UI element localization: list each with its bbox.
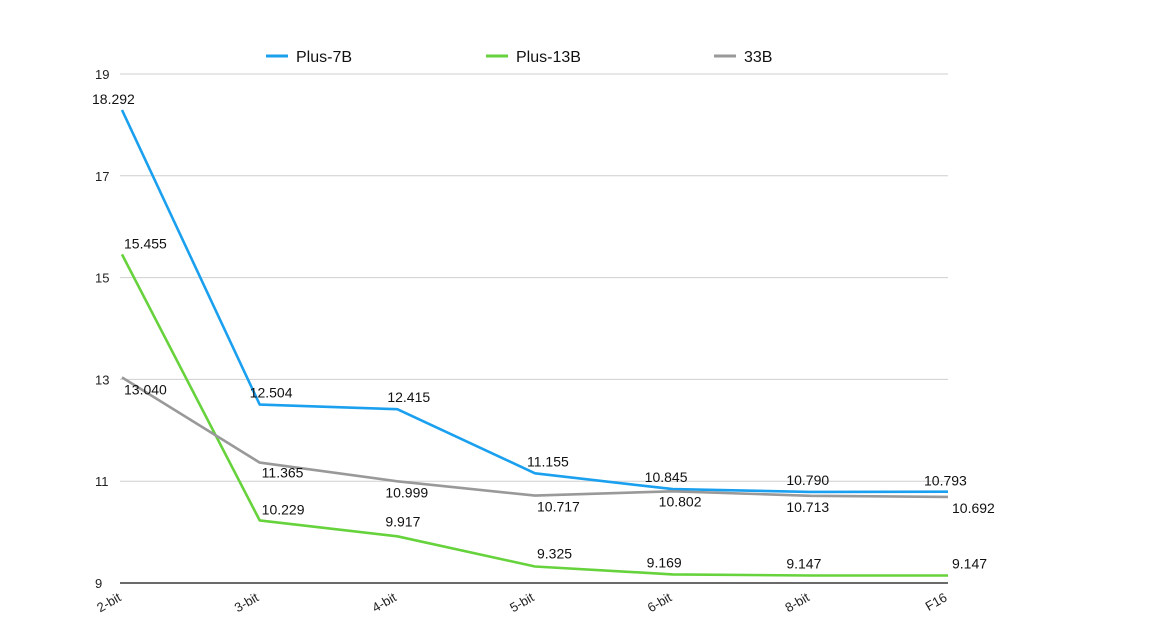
series-line-33b [121, 376, 949, 499]
data-label: 13.040 [124, 381, 167, 397]
legend: Plus-7B Plus-13B 33B [266, 49, 772, 66]
y-axis-ticks: 9 11 13 15 17 19 [95, 67, 109, 591]
y-tick-label: 19 [95, 67, 109, 82]
y-tick-label: 11 [95, 474, 109, 489]
data-label: 9.147 [952, 556, 987, 572]
x-tick-label: F16 [923, 590, 950, 614]
series-line-plus-7b [120, 109, 949, 494]
data-label: 12.415 [387, 389, 430, 405]
y-tick-label: 9 [95, 576, 102, 591]
x-axis-ticks: 2-bit 3-bit 4-bit 5-bit 6-bit 8-bit F16 [94, 589, 949, 615]
data-label: 10.793 [924, 473, 967, 489]
data-label: 11.155 [527, 453, 569, 469]
x-tick-label: 2-bit [94, 589, 124, 615]
data-label: 10.802 [659, 493, 702, 509]
data-label: 11.365 [262, 465, 304, 481]
data-label: 9.169 [647, 554, 682, 570]
data-label: 10.713 [786, 499, 829, 515]
data-label: 10.717 [537, 499, 580, 515]
data-label: 10.229 [262, 501, 305, 517]
data-label: 10.999 [385, 484, 428, 500]
series-line-plus-13b [120, 253, 948, 577]
series-lines [120, 109, 949, 577]
data-label: 9.147 [786, 556, 821, 572]
x-tick-label: 8-bit [782, 589, 812, 615]
data-label: 15.455 [124, 235, 167, 251]
x-tick-label: 6-bit [645, 589, 675, 615]
data-label: 10.692 [952, 500, 995, 516]
y-tick-label: 13 [95, 372, 109, 387]
grid-lines [120, 73, 948, 584]
data-label: 10.790 [786, 472, 829, 488]
data-labels: 18.292 12.504 12.415 11.155 10.845 10.790 10.7… [92, 91, 995, 571]
data-label: 9.917 [385, 513, 420, 529]
x-tick-label: 4-bit [369, 589, 399, 615]
data-label: 18.292 [92, 91, 135, 107]
data-label: 9.325 [537, 545, 572, 561]
y-tick-label: 15 [95, 271, 109, 286]
y-tick-label: 17 [95, 169, 109, 184]
legend-label: Plus-7B [296, 49, 352, 66]
data-label: 12.504 [250, 385, 293, 401]
data-label: 10.845 [645, 469, 688, 485]
legend-label: Plus-13B [516, 49, 581, 66]
legend-label: 33B [744, 49, 772, 66]
x-tick-label: 3-bit [232, 589, 262, 615]
x-tick-label: 5-bit [507, 589, 537, 615]
